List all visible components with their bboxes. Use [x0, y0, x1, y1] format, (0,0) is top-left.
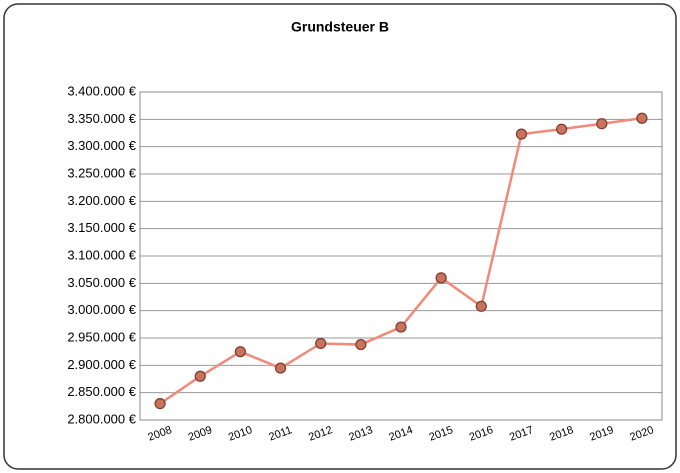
- y-tick-label: 2.950.000 €: [67, 329, 136, 344]
- y-tick-label: 3.100.000 €: [67, 247, 136, 262]
- marker: [234, 346, 246, 358]
- y-tick-label: 3.350.000 €: [67, 111, 136, 126]
- y-tick-label: 3.150.000 €: [67, 220, 136, 235]
- y-tick-label: 2.900.000 €: [67, 357, 136, 372]
- marker: [274, 362, 287, 374]
- y-tick-label: 3.050.000 €: [67, 275, 136, 290]
- marker: [475, 300, 487, 312]
- marker: [556, 123, 568, 135]
- y-tick-label: 3.200.000 €: [67, 193, 136, 208]
- marker: [435, 272, 447, 284]
- marker: [395, 321, 407, 333]
- frame: [3, 3, 677, 470]
- marker: [154, 398, 166, 410]
- marker: [355, 338, 367, 351]
- marker: [515, 128, 528, 140]
- y-tick-label: 3.400.000 €: [67, 83, 136, 98]
- y-tick-label: 3.250.000 €: [67, 165, 136, 180]
- y-tick-label: 3.000.000 €: [67, 302, 136, 317]
- y-tick-label: 3.300.000 €: [67, 138, 136, 153]
- y-tick-label: 2.800.000 €: [67, 411, 136, 426]
- marker: [194, 370, 206, 382]
- plot-border: [139, 91, 663, 421]
- marker: [636, 112, 648, 124]
- marker: [315, 337, 327, 350]
- y-tick-label: 2.850.000 €: [67, 384, 136, 399]
- marker: [596, 118, 608, 130]
- chart-title: Grundsteuer B: [291, 19, 389, 35]
